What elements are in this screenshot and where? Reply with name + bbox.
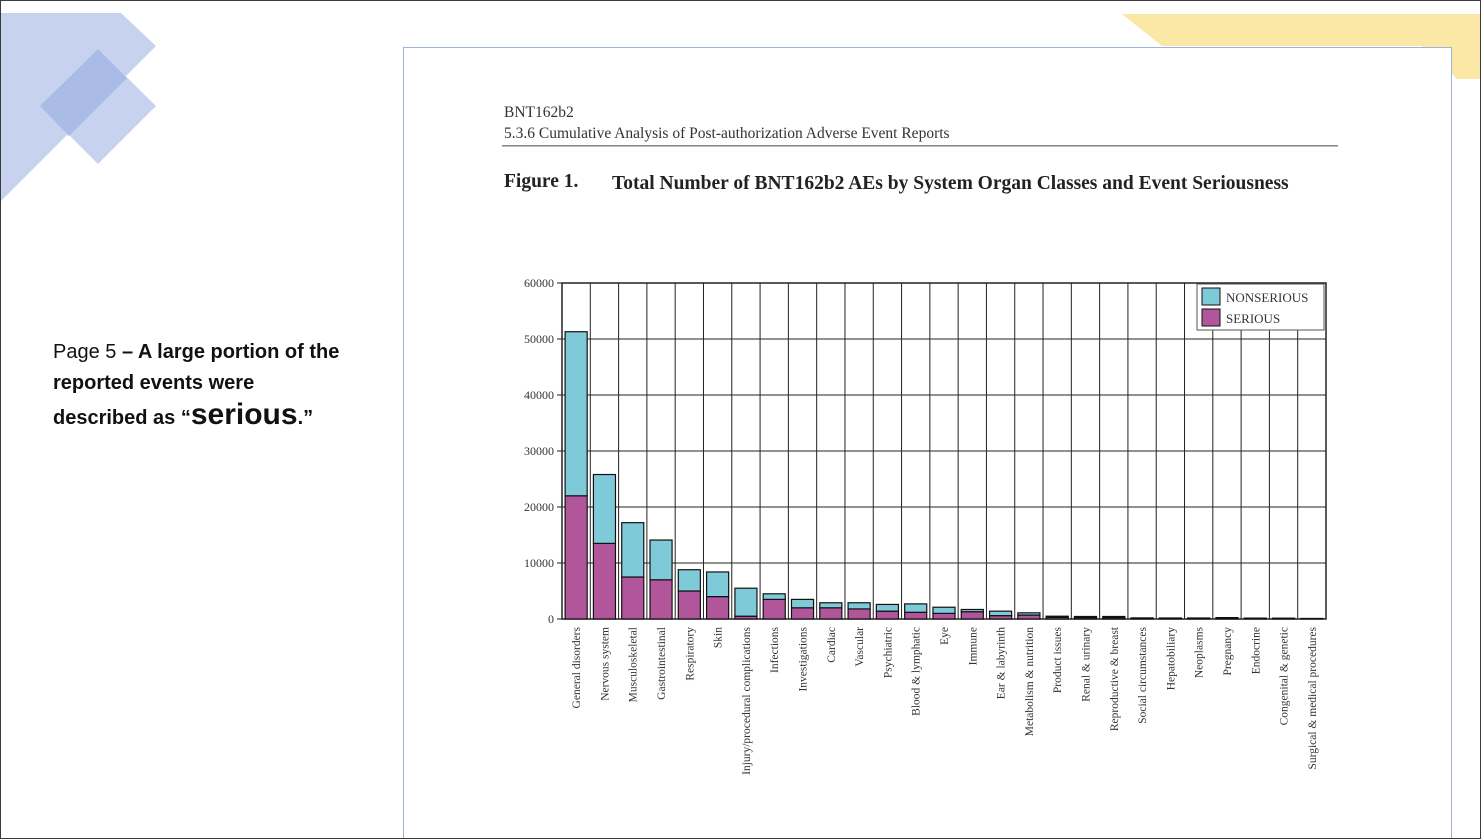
bar-nonserious	[932, 606, 956, 614]
bar-nonserious	[1045, 615, 1069, 618]
x-tick-label: Cardiac	[826, 627, 838, 663]
document-header-section: 5.3.6 Cumulative Analysis of Post-author…	[504, 125, 950, 142]
y-tick-label: 50000	[524, 332, 554, 346]
x-tick-label: Gastrointestinal	[656, 627, 668, 700]
x-tick-label: Social circumstances	[1137, 626, 1149, 723]
bar-nonserious	[762, 593, 786, 600]
x-tick-label: Reproductive & breast	[1109, 626, 1121, 731]
bar-serious	[621, 576, 645, 620]
x-tick-label: Infections	[769, 626, 781, 673]
bar-nonserious	[734, 587, 758, 617]
bar-serious	[847, 608, 871, 620]
bar-nonserious	[847, 602, 871, 610]
bar-serious	[932, 612, 956, 620]
bar-nonserious	[875, 603, 900, 612]
x-tick-label: Musculoskeletal	[628, 627, 640, 702]
note-suffix: .”	[297, 407, 314, 429]
x-tick-label: Neoplasms	[1194, 626, 1206, 678]
bar-serious	[904, 611, 928, 620]
header-rule	[502, 145, 1338, 147]
document-header-product: BNT162b2	[504, 104, 574, 121]
x-tick-label: Congenital & genetic	[1279, 627, 1291, 725]
x-tick-label: Nervous system	[599, 627, 611, 701]
bar-nonserious	[677, 569, 701, 592]
x-tick-label: Eye	[939, 627, 951, 645]
figure-label: Figure 1.	[504, 171, 579, 192]
x-tick-label: Renal & urinary	[1080, 627, 1092, 702]
x-tick-label: Hepatobiliary	[1165, 627, 1177, 690]
x-tick-label: Skin	[713, 627, 725, 648]
legend-label-serious: SERIOUS	[1226, 311, 1280, 326]
bar-nonserious	[819, 602, 843, 609]
x-tick-label: Vascular	[854, 627, 866, 667]
x-tick-label: Blood & lymphatic	[911, 627, 923, 716]
y-tick-label: 30000	[524, 444, 554, 458]
bar-serious	[875, 610, 900, 620]
bar-nonserious	[564, 331, 588, 497]
x-tick-label: Immune	[967, 627, 979, 665]
x-tick-label: Respiratory	[684, 627, 696, 681]
x-tick-label: General disorders	[571, 626, 583, 708]
x-tick-label: Psychiatric	[882, 627, 894, 678]
bar-nonserious	[592, 473, 617, 544]
note-bold-text: – A large portion of the reported events…	[53, 341, 340, 429]
bar-nonserious	[1017, 612, 1041, 616]
bar-serious	[762, 598, 786, 620]
bar-nonserious	[960, 608, 984, 613]
bar-serious	[960, 611, 984, 620]
bar-serious	[819, 607, 843, 620]
bar-nonserious	[1073, 615, 1098, 619]
x-tick-label: Ear & labyrinth	[996, 627, 1008, 699]
legend-swatch-serious	[1201, 308, 1221, 327]
bar-nonserious	[988, 610, 1013, 617]
bar-nonserious	[621, 522, 645, 578]
bar-nonserious	[1130, 617, 1154, 620]
bar-nonserious	[790, 598, 815, 609]
x-tick-label: Endocrine	[1250, 627, 1262, 674]
legend-label-nonserious: NONSERIOUS	[1226, 290, 1308, 305]
bar-nonserious	[705, 571, 730, 598]
note-prefix: Page 5	[53, 341, 117, 363]
decorative-diamond-shapes	[1, 13, 156, 201]
note-emphasis: serious	[190, 398, 298, 431]
y-tick-label: 60000	[524, 276, 554, 290]
bar-serious	[705, 595, 730, 620]
x-tick-label: Surgical & medical procedures	[1307, 626, 1319, 769]
decorative-yellow-band	[1122, 14, 1480, 79]
slide-note: Page 5 – A large portion of the reported…	[53, 337, 353, 434]
figure-title: Total Number of BNT162b2 AEs by System O…	[612, 173, 1289, 194]
bar-nonserious	[649, 539, 673, 581]
document-page: BNT162b2 5.3.6 Cumulative Analysis of Po…	[403, 47, 1452, 838]
x-tick-label: Injury/procedural complications	[741, 626, 753, 774]
bar-serious	[564, 495, 588, 620]
bar-nonserious	[904, 603, 928, 613]
legend-swatch-nonserious	[1201, 287, 1221, 306]
x-tick-label: Pregnancy	[1222, 627, 1234, 676]
y-tick-label: 40000	[524, 388, 554, 402]
bar-serious	[649, 579, 673, 620]
y-tick-label: 20000	[524, 500, 554, 514]
bar-serious	[677, 590, 701, 620]
x-tick-label: Metabolism & nutrition	[1024, 627, 1036, 736]
bar-nonserious	[1102, 615, 1126, 619]
y-tick-label: 0	[548, 612, 554, 626]
stacked-bar-chart: 0 10000 20000 30000 40000 50000 60000 General d…	[524, 276, 1327, 775]
bar-serious	[790, 607, 815, 620]
y-tick-label: 10000	[524, 556, 554, 570]
x-tick-label: Product issues	[1052, 626, 1064, 693]
bar-serious	[592, 542, 617, 620]
x-tick-label: Investigations	[798, 626, 810, 691]
